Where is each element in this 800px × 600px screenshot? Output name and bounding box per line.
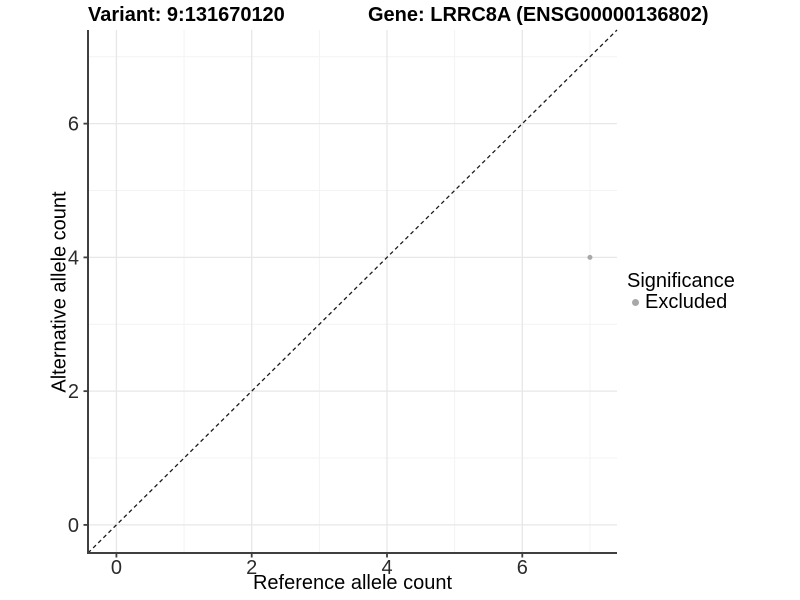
y-tick-label: 0 [68,515,79,537]
x-tick-label: 2 [246,557,257,579]
y-tick-label: 4 [68,247,79,269]
y-tick-label: 6 [68,114,79,136]
x-axis-title: Reference allele count [252,572,452,594]
legend-item-excluded: Excluded [627,291,735,313]
legend-item-label: Excluded [645,291,728,313]
y-tick-label: 2 [68,381,79,403]
legend-title: Significance [627,270,735,292]
x-tick-label: 6 [517,557,528,579]
data-point [587,254,593,260]
variant-title: Variant: 9:131670120 [88,4,285,26]
x-tick-label: 0 [111,557,122,579]
x-tick-label: 4 [381,557,392,579]
y-axis-title: Alternative allele count [48,191,71,393]
legend: Significance Excluded [627,270,735,313]
identity-reference-line [87,29,618,554]
legend-point-icon [632,299,639,306]
gene-title: Gene: LRRC8A (ENSG00000136802) [368,4,709,26]
